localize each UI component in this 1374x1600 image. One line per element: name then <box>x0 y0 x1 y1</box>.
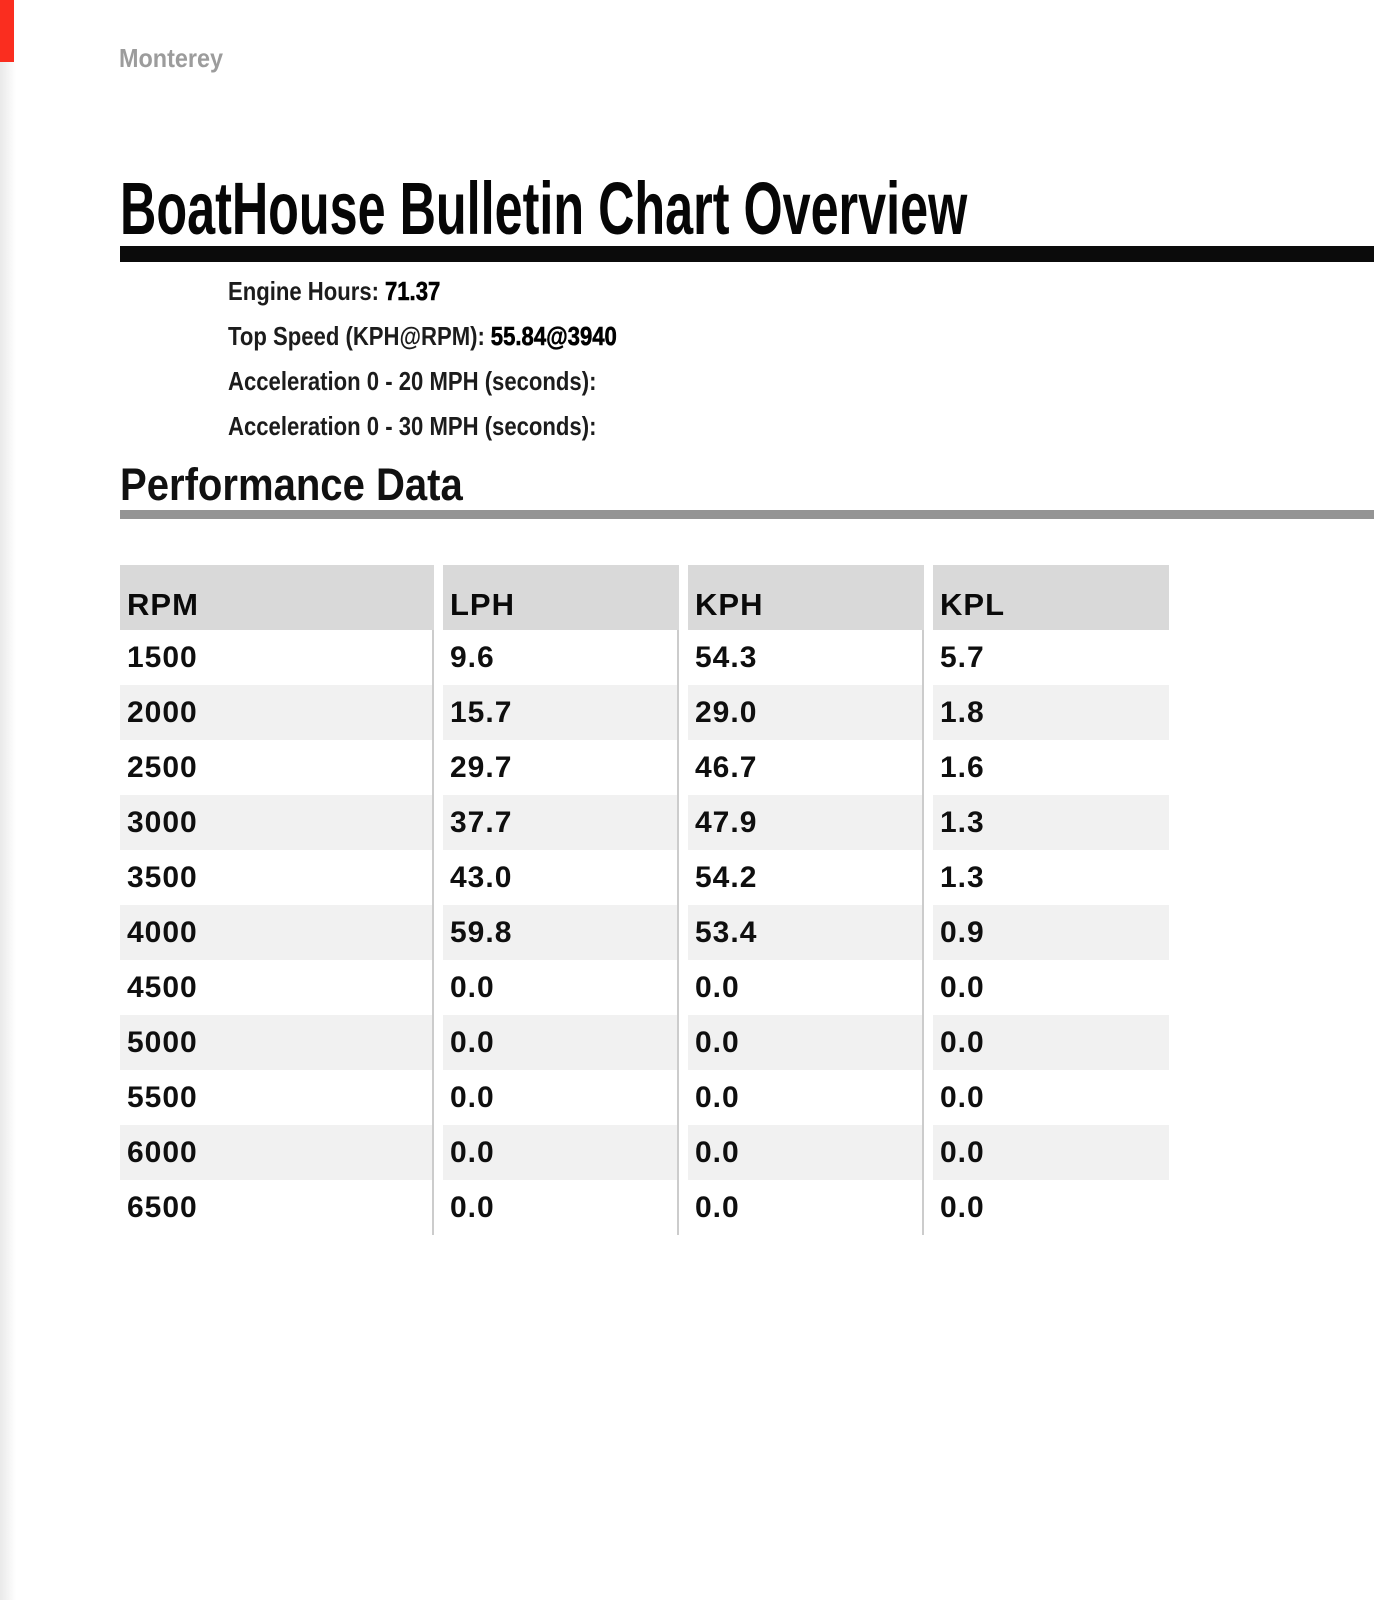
column-header-kph: KPH <box>688 565 924 630</box>
table-cell: 6500 <box>120 1180 434 1235</box>
title-underline-rule <box>120 246 1374 262</box>
table-cell: 6000 <box>120 1125 434 1180</box>
table-cell: 4500 <box>120 960 434 1015</box>
table-cell: 0.0 <box>940 1191 985 1224</box>
table-cell: 0.0 <box>443 1015 679 1070</box>
performance-table: RPM LPH KPH KPL 1500 9.6 54.3 5.7 2000 15.7 29.0 1.… <box>120 565 1169 1235</box>
table-cell: 0.0 <box>940 1081 985 1114</box>
brand-label: Monterey <box>119 43 224 73</box>
column-header-kpl: KPL <box>933 565 1169 630</box>
table-cell: 0.0 <box>940 971 985 1004</box>
table-cell: 1.3 <box>933 795 1169 850</box>
summary-label: Engine Hours: <box>228 276 380 306</box>
table-cell: 2000 <box>120 685 434 740</box>
summary-list: Engine Hours: 71.37 Top Speed (KPH@RPM): 55… <box>228 269 685 449</box>
table-cell: 5500 <box>120 1070 434 1125</box>
table-cell: 2500 <box>120 740 434 795</box>
table-cell: 59.8 <box>443 905 679 960</box>
table-cell: 1.3 <box>940 861 985 894</box>
table-cell: 37.7 <box>443 795 679 850</box>
summary-line: Acceleration 0 - 30 MPH (seconds): <box>228 404 617 449</box>
page-edge-shade <box>0 0 16 1600</box>
summary-line: Engine Hours: 71.37 <box>228 269 617 314</box>
table-cell: 0.0 <box>688 1180 924 1235</box>
summary-line: Top Speed (KPH@RPM): 55.84@3940 <box>228 314 617 359</box>
page-title: BoatHouse Bulletin Chart Overview <box>120 167 968 250</box>
table-cell: 43.0 <box>443 850 679 905</box>
table-cell: 1.6 <box>940 751 985 784</box>
table-cell: 15.7 <box>443 685 679 740</box>
table-cell: 0.0 <box>443 1125 679 1180</box>
summary-value: 71.37 <box>384 276 441 307</box>
table-cell: 54.2 <box>688 850 924 905</box>
red-corner-marker <box>0 0 14 62</box>
table-cell: 0.0 <box>933 1015 1169 1070</box>
table-cell: 47.9 <box>688 795 924 850</box>
table-cell: 4000 <box>120 905 434 960</box>
column-header-lph: LPH <box>443 565 679 630</box>
section-underline-rule <box>120 510 1374 519</box>
summary-value: 55.84@3940 <box>490 321 618 352</box>
table-cell: 46.7 <box>688 740 924 795</box>
summary-label: Acceleration 0 - 30 MPH (seconds): <box>228 411 597 441</box>
table-cell: 0.0 <box>933 1125 1169 1180</box>
table-cell: 9.6 <box>443 630 679 685</box>
table-cell: 0.0 <box>443 1180 679 1235</box>
table-cell: 53.4 <box>688 905 924 960</box>
table-cell: 0.0 <box>443 960 679 1015</box>
table-cell: 0.9 <box>933 905 1169 960</box>
table-cell: 3500 <box>120 850 434 905</box>
table-cell: 0.0 <box>688 1125 924 1180</box>
table-cell: 29.7 <box>443 740 679 795</box>
table-cell: 54.3 <box>688 630 924 685</box>
table-cell: 0.0 <box>443 1070 679 1125</box>
summary-line: Acceleration 0 - 20 MPH (seconds): <box>228 359 617 404</box>
table-cell: 0.0 <box>688 1070 924 1125</box>
summary-label: Top Speed (KPH@RPM): <box>228 321 485 351</box>
table-cell: 1.8 <box>933 685 1169 740</box>
section-heading: Performance Data <box>120 459 463 510</box>
table-cell: 1500 <box>120 630 434 685</box>
table-cell: 0.0 <box>688 1015 924 1070</box>
column-header-rpm: RPM <box>120 565 434 630</box>
table-cell: 0.0 <box>688 960 924 1015</box>
summary-label: Acceleration 0 - 20 MPH (seconds): <box>228 366 597 396</box>
table-cell: 29.0 <box>688 685 924 740</box>
table-cell: 3000 <box>120 795 434 850</box>
table-cell: 5000 <box>120 1015 434 1070</box>
table-cell: 5.7 <box>940 641 985 674</box>
